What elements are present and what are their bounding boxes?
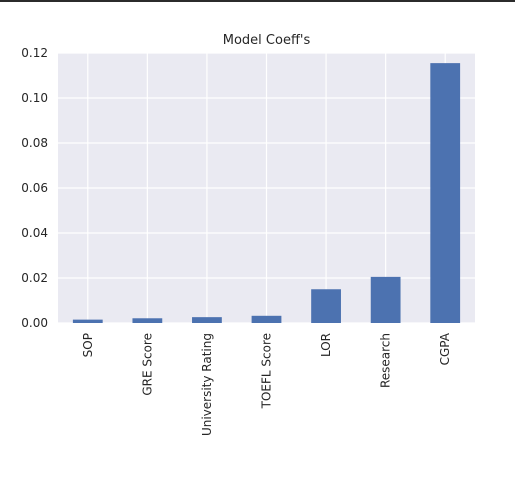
x-tick-label: LOR [319,333,333,357]
chart-title: Model Coeff's [223,33,311,48]
bars [72,63,461,323]
y-tick-label: 0.12 [21,46,48,60]
y-tick-label: 0.08 [21,136,48,150]
x-tick-label: Research [379,333,393,388]
x-tick-label: GRE Score [140,333,154,396]
y-tick-label: 0.02 [21,271,48,285]
grid-lines [58,52,475,324]
x-axis-ticks: SOP GRE Score University Rating TOEFL Score… [81,332,452,436]
y-axis-ticks: 0.00 0.02 0.04 0.06 0.08 0.10 0.12 [21,46,48,330]
bar-2 [192,317,222,323]
x-tick-label: TOEFL Score [260,333,274,409]
x-tick-label: University Rating [200,333,214,436]
y-tick-label: 0.04 [21,226,48,240]
y-tick-label: 0.10 [21,91,48,105]
bar-0 [72,319,103,323]
bar-3 [251,315,282,323]
bar-1 [132,318,163,323]
bar-5 [370,276,401,323]
x-tick-label: SOP [81,333,95,357]
top-border-line [0,0,515,2]
bar-6 [430,63,461,323]
bar-4 [311,289,341,323]
y-tick-label: 0.06 [21,181,48,195]
y-tick-label: 0.00 [21,316,48,330]
x-tick-label: CGPA [438,332,452,365]
